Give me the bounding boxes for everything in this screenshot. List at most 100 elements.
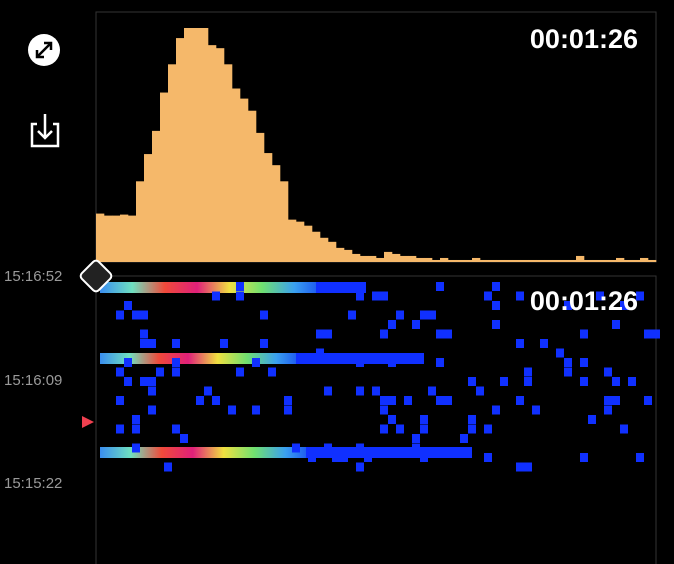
waterfall-cell <box>132 424 140 434</box>
waterfall-cell <box>580 453 588 462</box>
histogram-bar <box>144 154 153 262</box>
waterfall <box>100 282 660 472</box>
waterfall-cell <box>172 424 180 434</box>
waterfall-cell <box>564 301 572 310</box>
waterfall-cell <box>540 339 548 348</box>
histogram-bar <box>648 259 657 262</box>
waterfall-cell <box>468 415 476 424</box>
waterfall-cell <box>140 310 148 320</box>
histogram <box>96 28 657 263</box>
histogram-bar <box>320 237 329 262</box>
waterfall-cell <box>236 367 244 377</box>
waterfall-cell <box>164 462 172 472</box>
histogram-bar <box>568 259 577 262</box>
waterfall-cell <box>612 320 620 329</box>
waterfall-cell <box>236 282 244 291</box>
download-button[interactable] <box>30 114 60 148</box>
histogram-bar <box>304 225 313 262</box>
waterfall-cell <box>324 386 332 396</box>
divider-handle[interactable] <box>79 259 113 293</box>
histogram-bar <box>504 259 513 262</box>
histogram-bar <box>488 259 497 262</box>
waterfall-cell <box>388 358 396 367</box>
waterfall-cell <box>516 396 524 405</box>
waterfall-cell <box>468 424 476 434</box>
histogram-bar <box>616 257 625 262</box>
waterfall-cell <box>556 348 564 358</box>
waterfall-cell <box>564 358 572 367</box>
histogram-bar <box>224 64 233 262</box>
waterfall-cell <box>644 329 652 339</box>
waterfall-cell <box>172 358 180 367</box>
waterfall-cell <box>516 339 524 348</box>
histogram-bar <box>136 181 145 262</box>
waterfall-cell <box>428 310 436 320</box>
histogram-bar <box>528 259 537 262</box>
expand-button[interactable] <box>28 34 60 66</box>
histogram-bar <box>376 257 385 262</box>
waterfall-cell <box>524 377 532 386</box>
waterfall-cell <box>604 396 612 405</box>
waterfall-cell <box>580 358 588 367</box>
waterfall-cell <box>324 329 332 339</box>
position-marker <box>82 416 94 428</box>
histogram-bar <box>152 130 161 262</box>
waterfall-cell <box>180 434 188 443</box>
waterfall-cell <box>212 396 220 405</box>
waterfall-cell <box>332 453 340 462</box>
histogram-bar <box>264 153 273 262</box>
waterfall-cell <box>516 291 524 301</box>
histogram-bar <box>456 259 465 262</box>
waterfall-cell <box>492 405 500 415</box>
waterfall-cell <box>172 339 180 348</box>
waterfall-cell <box>612 396 620 405</box>
waterfall-cell <box>636 291 644 301</box>
waterfall-cell <box>380 396 388 405</box>
waterfall-cell <box>444 396 452 405</box>
histogram-bar <box>400 255 409 262</box>
waterfall-cell <box>476 386 484 396</box>
waterfall-cell <box>372 386 380 396</box>
histogram-bar <box>216 48 225 263</box>
histogram-bar <box>600 259 609 262</box>
histogram-bar <box>296 221 305 262</box>
histogram-bar <box>584 259 593 262</box>
histogram-bar <box>352 253 361 262</box>
waterfall-cell <box>580 329 588 339</box>
waterfall-cell <box>588 415 596 424</box>
histogram-bar <box>560 259 569 262</box>
histogram-bar <box>576 255 585 262</box>
waterfall-cell <box>316 329 324 339</box>
histogram-bar <box>160 92 169 262</box>
waterfall-cell <box>484 424 492 434</box>
waterfall-cell <box>460 434 468 443</box>
waterfall-cell <box>132 415 140 424</box>
waterfall-cell <box>140 329 148 339</box>
histogram-bar <box>424 257 433 262</box>
waterfall-cell <box>132 310 140 320</box>
waterfall-cell <box>652 329 660 339</box>
histogram-bar <box>384 251 393 262</box>
histogram-bar <box>448 259 457 262</box>
waterfall-cell <box>340 453 348 462</box>
histogram-bar <box>496 259 505 262</box>
waterfall-cell <box>420 415 428 424</box>
waterfall-cell <box>420 424 428 434</box>
waterfall-cell <box>380 329 388 339</box>
histogram-bar <box>632 259 641 262</box>
waterfall-cell <box>492 320 500 329</box>
waterfall-cell <box>580 377 588 386</box>
histogram-bar <box>512 259 521 262</box>
waterfall-cell <box>172 367 180 377</box>
waterfall-frame <box>95 275 657 564</box>
histogram-bar <box>640 257 649 262</box>
waterfall-cell <box>148 377 156 386</box>
waterfall-cell <box>484 291 492 301</box>
waterfall-cell <box>308 453 316 462</box>
waterfall-cell <box>260 310 268 320</box>
waterfall-cell <box>388 396 396 405</box>
histogram-bar <box>336 247 345 262</box>
waterfall-cell <box>284 396 292 405</box>
waterfall-cell <box>516 462 524 472</box>
